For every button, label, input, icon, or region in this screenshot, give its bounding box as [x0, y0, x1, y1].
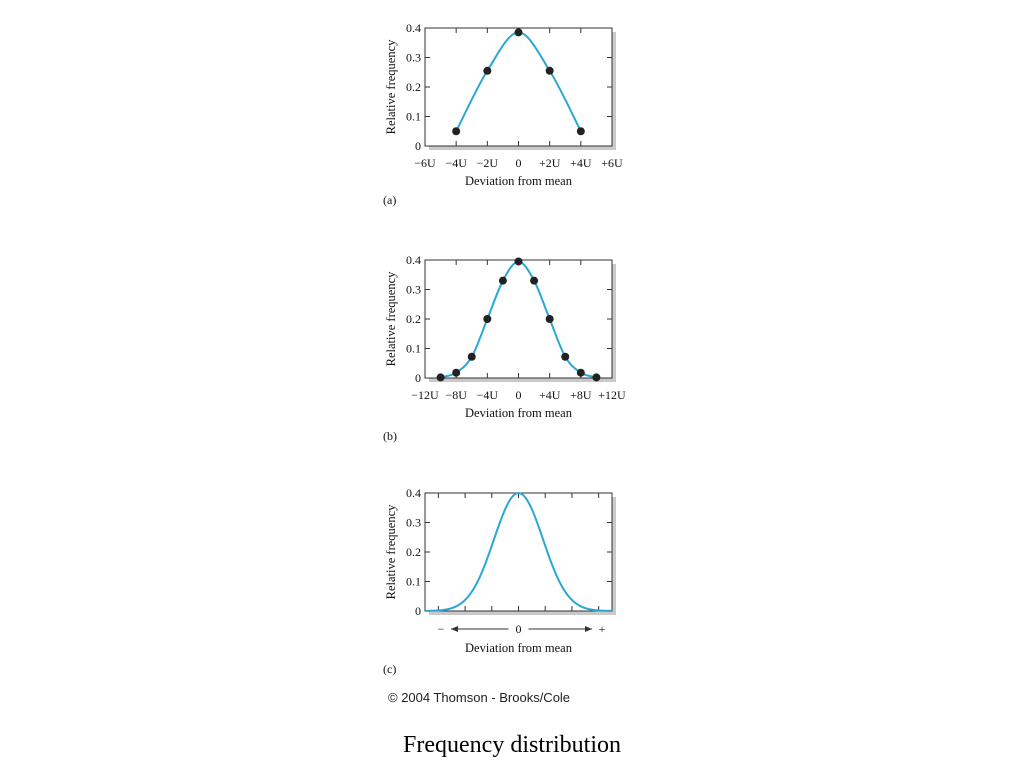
data-point-a — [576, 127, 585, 136]
x-axis-title-b: Deviation from mean — [465, 406, 573, 420]
panel-label-b: (b) — [383, 429, 397, 443]
chart-panel-a: 0 0.1 0.2 0.3 0.4 Relative frequency −6U −4U −2U… — [380, 15, 630, 215]
x-tick-label-b: +8U — [570, 388, 592, 402]
y-tick-label-c: 0 — [415, 604, 421, 618]
y-axis-title-c: Relative frequency — [384, 504, 398, 599]
chart-b-svg: 0 0.1 0.2 0.3 0.4 Relative frequency −12U −8U −4… — [384, 253, 626, 420]
panel-label-c: (c) — [383, 662, 397, 676]
plot-frame-b — [424, 259, 613, 379]
y-axis-title-a: Relative frequency — [384, 39, 398, 134]
copyright-notice: © 2004 Thomson - Brooks/Cole — [388, 690, 571, 705]
x-tick-label-a: 0 — [516, 156, 522, 170]
x-tick-label-a: +6U — [601, 156, 623, 170]
x-axis-title-c: Deviation from mean — [465, 641, 573, 655]
y-tick-label-a: 0 — [415, 139, 421, 153]
chart-panel-c: 0 0.1 0.2 0.3 0.4 Relative frequency − 0 + Deviat… — [380, 480, 630, 680]
data-point-a — [452, 127, 461, 136]
data-point-b — [561, 352, 570, 361]
y-tick-label-a: 0.2 — [406, 80, 421, 94]
data-point-b — [576, 368, 585, 377]
y-tick-label-b: 0.1 — [406, 342, 421, 356]
right-arrowhead-c — [585, 626, 592, 632]
data-point-b — [436, 373, 445, 382]
series-curve-c — [424, 491, 613, 612]
x-tick-label-b: 0 — [516, 388, 522, 402]
x-tick-label-b: −8U — [445, 388, 467, 402]
y-tick-label-a: 0.4 — [406, 21, 421, 35]
data-point-b — [592, 373, 601, 382]
data-point-b — [514, 257, 523, 266]
x-tick-label-b: −12U — [411, 388, 439, 402]
y-tick-label-b: 0 — [415, 371, 421, 385]
chart-panel-b: 0 0.1 0.2 0.3 0.4 Relative frequency −12U −8U −4… — [380, 247, 630, 447]
y-tick-label-a: 0.3 — [406, 51, 421, 65]
x-tick-label-b: +12U — [598, 388, 626, 402]
x-tick-label-a: +2U — [539, 156, 561, 170]
data-point-b — [498, 276, 507, 285]
data-point-b — [545, 315, 554, 323]
y-tick-label-c: 0.3 — [406, 516, 421, 530]
y-tick-label-a: 0.1 — [406, 110, 421, 124]
plot-frame-c — [424, 492, 613, 612]
data-point-a — [483, 66, 492, 75]
data-point-b — [452, 368, 461, 377]
left-arrowhead-c — [451, 626, 458, 632]
data-point-b — [530, 276, 539, 285]
y-tick-label-b: 0.2 — [406, 312, 421, 326]
x-tick-label-b: −4U — [477, 388, 499, 402]
x-axis-minus-c: − — [438, 622, 445, 636]
chart-c-svg: 0 0.1 0.2 0.3 0.4 Relative frequency − 0 + Deviat… — [384, 486, 616, 655]
data-point-a — [514, 28, 523, 37]
y-tick-label-c: 0.4 — [406, 486, 421, 500]
y-tick-label-b: 0.3 — [406, 283, 421, 297]
y-tick-label-c: 0.1 — [406, 575, 421, 589]
data-point-a — [545, 66, 554, 75]
y-axis-title-b: Relative frequency — [384, 271, 398, 366]
x-axis-zero-c: 0 — [516, 622, 522, 636]
data-point-b — [467, 352, 476, 361]
x-axis-title-a: Deviation from mean — [465, 174, 573, 188]
chart-a-svg: 0 0.1 0.2 0.3 0.4 Relative frequency −6U −4U −2U… — [384, 21, 623, 188]
y-tick-label-c: 0.2 — [406, 545, 421, 559]
panel-label-a: (a) — [383, 193, 397, 207]
plot-frame-a — [424, 27, 613, 147]
caption: Frequency distribution — [403, 732, 621, 758]
x-tick-label-a: −4U — [445, 156, 467, 170]
x-tick-label-b: +4U — [539, 388, 561, 402]
x-axis-plus-c: + — [599, 622, 606, 636]
x-tick-label-a: −6U — [414, 156, 436, 170]
y-tick-label-b: 0.4 — [406, 253, 421, 267]
data-point-b — [483, 315, 492, 323]
x-tick-label-a: +4U — [570, 156, 592, 170]
x-tick-label-a: −2U — [477, 156, 499, 170]
